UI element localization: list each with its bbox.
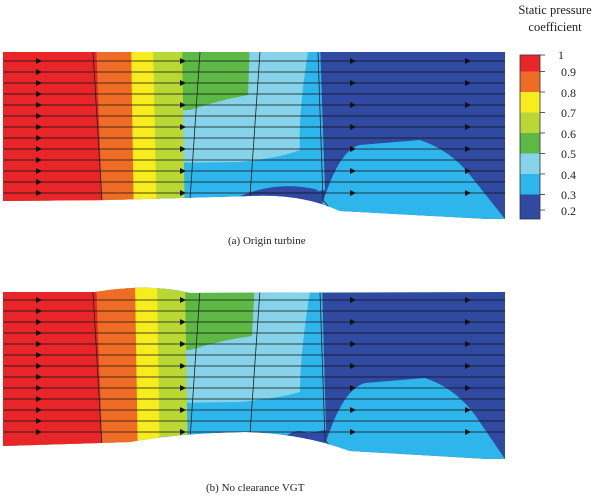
colorbar-swatch-0.7-0.8: [520, 92, 540, 113]
colorbar-swatch-0.8-0.9: [520, 71, 540, 92]
legend-tick: 0.8: [561, 86, 576, 100]
colorbar-swatch-0.2-0.3: [520, 194, 540, 219]
streamlines-a: [3, 60, 505, 194]
blade-lines-b: [92, 289, 339, 456]
legend-tick: 1: [558, 48, 564, 62]
contour-band-0.9-1.0: [3, 287, 103, 459]
colorbar-swatch-0.6-0.7: [520, 112, 540, 133]
colorbar-swatch-0.5-0.6: [520, 133, 540, 154]
panel-a-caption: (a) Origin turbine: [228, 235, 306, 247]
colorbar-swatch-0.9-1.0: [520, 55, 540, 72]
colorbar-swatch-0.4-0.5: [520, 153, 540, 174]
legend-title: Static pressure coefficient: [510, 2, 600, 36]
contour-band-0.9-1.0: [3, 52, 103, 219]
legend-title-line1: Static pressure: [518, 3, 592, 17]
legend-tick: 0.6: [561, 127, 576, 141]
contour-panel-b: [3, 287, 505, 459]
legend-tick: 0.9: [561, 65, 576, 79]
legend-tick: 0.2: [561, 204, 576, 218]
contour-band-0.3-0.4-lobe: [315, 140, 505, 219]
colorbar-swatch-0.3-0.4: [520, 174, 540, 195]
legend-tick: 0.3: [561, 188, 576, 202]
flow-arrows-b: [36, 297, 471, 435]
legend-title-line2: coefficient: [528, 20, 582, 34]
panel-b-caption: (b) No clearance VGT: [206, 482, 305, 494]
streamlines-b: [3, 299, 505, 433]
flow-arrows-a: [36, 58, 471, 196]
legend-tick: 0.5: [561, 147, 576, 161]
legend-tick: 0.4: [561, 168, 576, 182]
colorbar: [519, 54, 545, 220]
contour-band-0.3-0.4-lobe: [318, 378, 505, 459]
contour-panel-a: [3, 52, 505, 219]
legend-tick: 0.7: [561, 106, 576, 120]
